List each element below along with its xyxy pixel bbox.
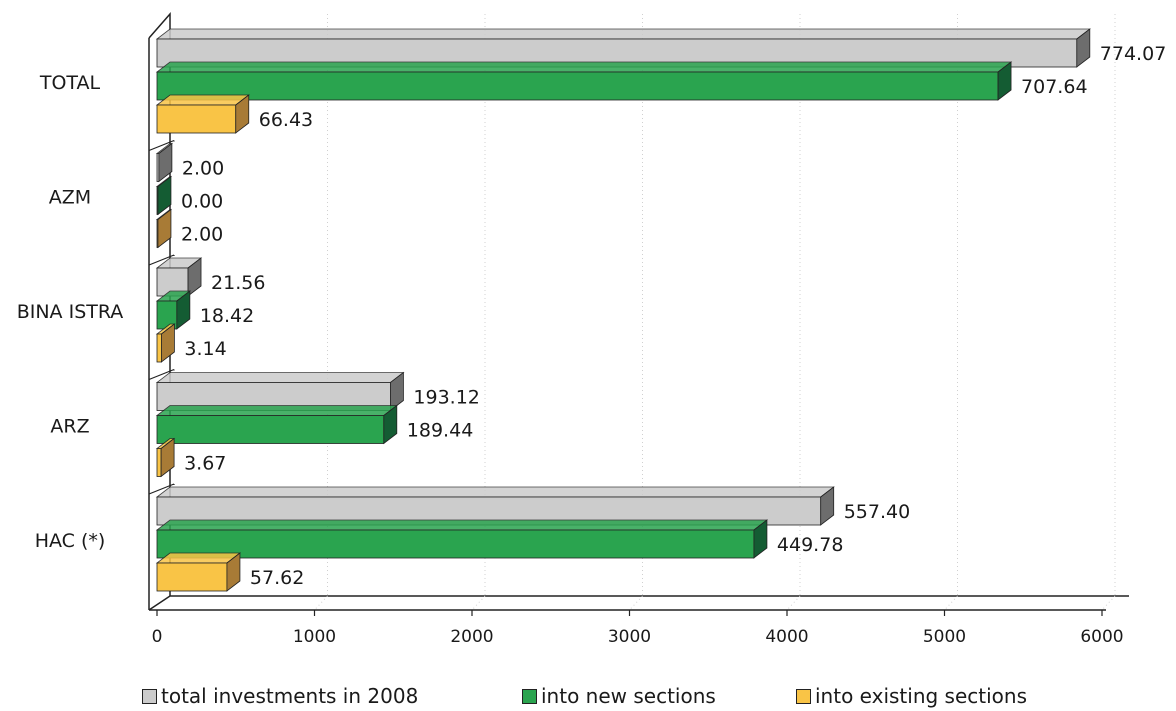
legend-item-total: total investments in 2008 xyxy=(142,684,418,708)
data-label: 557.40 xyxy=(844,501,910,523)
category-label: BINA ISTRA xyxy=(17,301,124,323)
data-label: 66.43 xyxy=(259,109,313,131)
bar-side xyxy=(226,552,241,592)
bar xyxy=(156,104,237,134)
data-label: 2.00 xyxy=(181,224,223,246)
legend-item-new: into new sections xyxy=(522,684,716,708)
bar-top xyxy=(155,486,835,498)
category-divider xyxy=(148,254,175,266)
bar xyxy=(156,529,755,559)
gridline-floor xyxy=(471,595,486,611)
bar xyxy=(156,448,162,477)
bar-side xyxy=(390,371,404,412)
bar-side xyxy=(160,437,175,478)
data-label: 2.00 xyxy=(182,158,224,180)
category-divider xyxy=(148,139,175,152)
category-divider xyxy=(148,483,175,495)
category-divider xyxy=(148,368,175,381)
bar-side xyxy=(235,94,250,134)
gridline-floor xyxy=(944,595,958,611)
category-label: ARZ xyxy=(50,416,89,438)
legend-label-new: into new sections xyxy=(541,684,716,708)
x-tick-label: 0 xyxy=(152,627,163,647)
data-label: 18.42 xyxy=(200,305,254,327)
data-label: 193.12 xyxy=(413,387,479,409)
bar-top xyxy=(155,405,398,416)
bar-chart: 0 1000 2000 3000 4000 5000 6000 TOTAL 774.07 707.… xyxy=(17,12,1166,647)
category-label: AZM xyxy=(49,187,91,209)
bar-top xyxy=(155,28,1091,40)
chart-floor xyxy=(148,595,1129,611)
bar-side xyxy=(187,257,202,297)
legend-swatch-existing xyxy=(796,688,811,704)
x-tick-label: 4000 xyxy=(765,627,808,647)
legend: total investments in 2008 into new secti… xyxy=(0,680,1176,711)
bar-top xyxy=(155,519,769,531)
data-label: 21.56 xyxy=(211,272,265,294)
bar-side xyxy=(161,323,175,363)
gridline-floor xyxy=(629,595,643,611)
data-label: 57.62 xyxy=(250,567,304,589)
bar xyxy=(156,71,999,101)
gridline-floor xyxy=(314,595,328,611)
bar-side xyxy=(157,208,172,249)
bar-top xyxy=(155,552,242,564)
data-label: 189.44 xyxy=(407,420,473,442)
data-label: 449.78 xyxy=(777,534,843,556)
data-label: 707.64 xyxy=(1021,76,1087,98)
bar-side xyxy=(158,142,173,183)
bar-side xyxy=(383,404,398,445)
category-label: TOTAL xyxy=(39,72,101,94)
bar-top xyxy=(155,94,250,106)
x-tick-label: 1000 xyxy=(293,627,336,647)
legend-swatch-total xyxy=(142,688,157,704)
bar-side xyxy=(820,486,835,526)
bar-top xyxy=(155,372,405,383)
gridline-floor xyxy=(1101,595,1116,611)
bar-side xyxy=(1076,28,1091,68)
x-tick-label: 2000 xyxy=(450,627,493,647)
bar xyxy=(156,333,162,363)
data-label: 3.67 xyxy=(184,453,226,475)
bar-side xyxy=(753,519,768,559)
gridline-floor xyxy=(786,595,801,611)
bar-side xyxy=(157,175,172,216)
bar-side xyxy=(997,61,1012,101)
data-label: 3.14 xyxy=(184,338,226,360)
bar-top xyxy=(155,61,1013,73)
data-label: 0.00 xyxy=(181,191,223,213)
legend-label-total: total investments in 2008 xyxy=(161,684,419,708)
data-label: 774.07 xyxy=(1100,43,1166,65)
category-label: HAC (*) xyxy=(35,530,106,552)
legend-item-existing: into existing sections xyxy=(796,684,1027,708)
x-tick-label: 6000 xyxy=(1080,627,1123,647)
bar-side xyxy=(176,290,191,330)
x-tick-label: 3000 xyxy=(608,627,651,647)
legend-swatch-new xyxy=(522,688,537,704)
x-tick-label: 5000 xyxy=(923,627,966,647)
bar xyxy=(156,415,385,444)
legend-label-existing: into existing sections xyxy=(815,684,1028,708)
bar xyxy=(156,562,228,592)
